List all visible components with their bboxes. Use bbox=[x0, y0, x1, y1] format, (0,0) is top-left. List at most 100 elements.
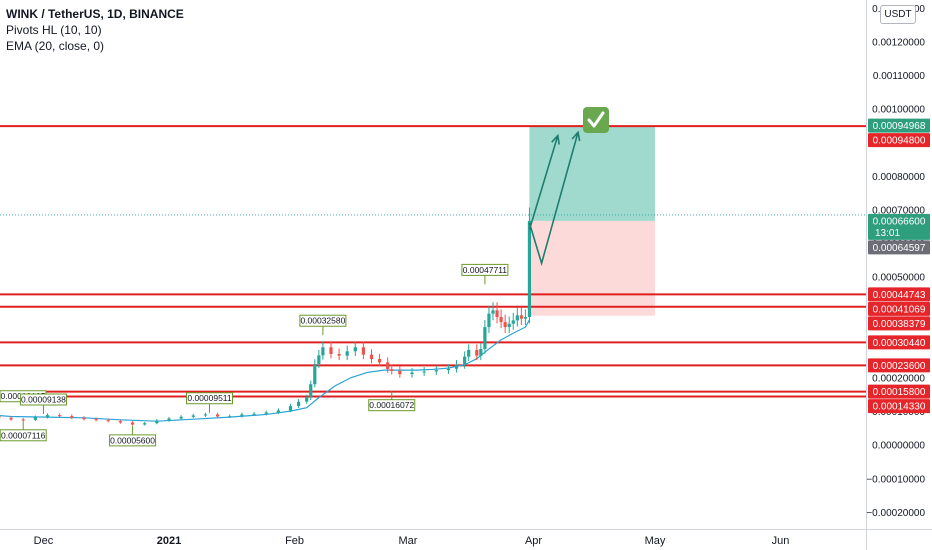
price-label: 0.00038379 bbox=[873, 319, 926, 330]
candle-body bbox=[499, 317, 503, 323]
candle-body bbox=[21, 419, 25, 421]
candle-body bbox=[203, 414, 208, 416]
candle-body bbox=[130, 422, 135, 425]
candle-body bbox=[82, 417, 86, 420]
projection-arrow bbox=[528, 135, 559, 230]
price-label-box bbox=[868, 301, 930, 316]
candle-body bbox=[479, 348, 483, 356]
candle-body bbox=[179, 416, 183, 419]
candle-body bbox=[9, 417, 13, 420]
y-tick-label: 0.00000000 bbox=[872, 441, 925, 452]
x-tick-label: Jun bbox=[772, 535, 790, 547]
candle-body bbox=[94, 419, 98, 421]
pivot-label: 0.00032580 bbox=[300, 316, 345, 326]
price-label-box bbox=[868, 240, 930, 255]
pivot-label: 0.00005600 bbox=[110, 435, 155, 445]
pivot-label: 0.00047711 bbox=[463, 265, 508, 275]
ema-indicator-label[interactable]: EMA (20, close, 0) bbox=[6, 39, 105, 53]
y-tick-label: 0.00050000 bbox=[872, 273, 925, 284]
candle-body bbox=[321, 347, 325, 356]
candle-body bbox=[434, 370, 438, 372]
price-label: 0.00094800 bbox=[873, 136, 926, 147]
price-label: 0.00064597 bbox=[873, 243, 926, 254]
pivots-indicator-label[interactable]: Pivots HL (10, 10) bbox=[6, 23, 102, 37]
stop-zone bbox=[529, 220, 655, 316]
x-tick-label: May bbox=[645, 535, 666, 547]
price-label: 0.00044743 bbox=[873, 290, 926, 301]
symbol-title[interactable]: WINK / TetherUS, 1D, BINANCE bbox=[6, 7, 184, 21]
projection-arrow bbox=[528, 132, 579, 267]
candle-body bbox=[398, 370, 402, 375]
candle-body bbox=[361, 347, 365, 355]
candle-body bbox=[252, 413, 256, 415]
candle-body bbox=[264, 412, 268, 414]
candle-body bbox=[313, 364, 317, 385]
candle-body bbox=[467, 349, 471, 357]
candle-body bbox=[446, 368, 451, 371]
plot-background bbox=[0, 0, 866, 529]
candle-body bbox=[495, 310, 499, 318]
candle-body bbox=[329, 347, 333, 354]
candle-body bbox=[515, 315, 519, 321]
candle-body bbox=[475, 349, 479, 356]
currency-button[interactable]: USDT bbox=[880, 5, 916, 24]
price-label-box bbox=[868, 213, 930, 240]
candle-body bbox=[106, 420, 110, 422]
candle-body bbox=[337, 353, 341, 356]
x-tick-label: 2021 bbox=[157, 535, 181, 547]
candle-body bbox=[527, 220, 532, 318]
candle-body bbox=[487, 313, 491, 328]
candle-body bbox=[305, 397, 309, 402]
candle-body bbox=[288, 406, 293, 411]
y-tick-label: 0.00110000 bbox=[873, 71, 926, 82]
price-countdown: 13:01 bbox=[875, 228, 900, 239]
pivot-label: 0.00009138 bbox=[21, 394, 66, 404]
candle-body bbox=[216, 414, 220, 417]
arrow-head bbox=[551, 133, 561, 145]
candle-body bbox=[317, 355, 321, 365]
price-label-box bbox=[868, 399, 930, 414]
candle-body bbox=[483, 327, 487, 349]
candle-body bbox=[45, 415, 50, 418]
price-label-box bbox=[868, 358, 930, 373]
x-tick-label: Dec bbox=[34, 535, 54, 547]
price-label-box bbox=[868, 118, 930, 133]
check-icon bbox=[587, 111, 605, 128]
candle-body bbox=[369, 354, 374, 360]
candle-body bbox=[454, 364, 459, 369]
candle-body bbox=[297, 401, 301, 407]
candle-body bbox=[519, 315, 523, 319]
pivot-label-box bbox=[461, 263, 509, 276]
pivot-label-box bbox=[186, 392, 233, 405]
pivot-label: 0.00009511 bbox=[187, 393, 232, 403]
target-zone bbox=[529, 125, 655, 221]
y-tick-label: −0.00020000 bbox=[866, 508, 925, 519]
y-tick-label: 0.00100000 bbox=[872, 105, 925, 116]
candle-body bbox=[503, 322, 507, 328]
candle-body bbox=[70, 416, 74, 418]
pivot-label: 0.00016072 bbox=[369, 400, 414, 410]
x-tick-label: Feb bbox=[285, 535, 304, 547]
y-tick-label: 0.00080000 bbox=[872, 172, 925, 183]
candle-body bbox=[422, 371, 426, 373]
y-tick-label: 0.00120000 bbox=[872, 38, 925, 49]
candle-body bbox=[143, 423, 147, 425]
candle-body bbox=[118, 421, 122, 423]
candle-body bbox=[240, 414, 244, 417]
price-label-box bbox=[868, 133, 930, 148]
check-badge bbox=[583, 107, 609, 133]
x-tick-label: Mar bbox=[398, 535, 417, 547]
candle-body bbox=[309, 384, 313, 398]
candle-body bbox=[155, 420, 159, 424]
candle-body bbox=[386, 362, 390, 370]
y-tick-label: 0.00070000 bbox=[872, 206, 925, 217]
price-label-box bbox=[868, 287, 930, 302]
pivot-label-box bbox=[299, 314, 347, 327]
pivot-label-box bbox=[109, 434, 157, 447]
candle-body bbox=[390, 369, 394, 371]
price-label-box bbox=[868, 316, 930, 331]
price-label: 0.00030440 bbox=[873, 338, 926, 349]
price-label-box bbox=[868, 384, 930, 399]
